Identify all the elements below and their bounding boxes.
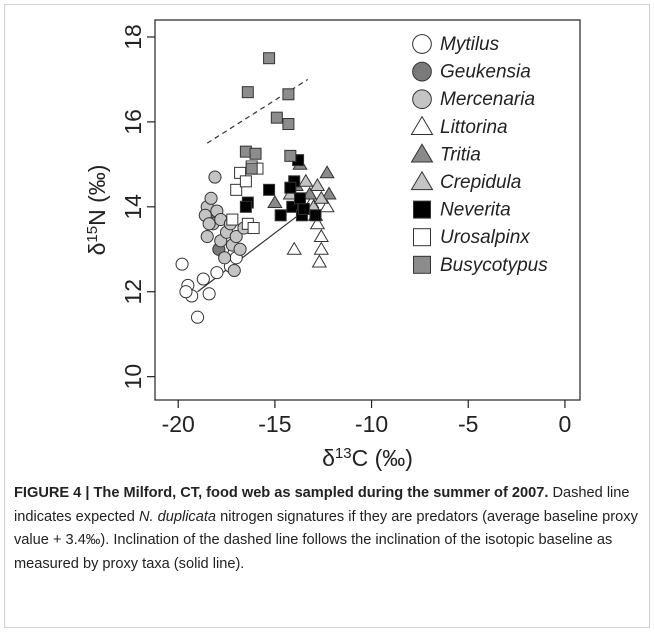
point	[202, 287, 216, 301]
y-axis-label-part: δ	[84, 243, 110, 256]
point	[313, 190, 329, 204]
point	[309, 178, 326, 192]
x-tick-label: -15	[258, 411, 291, 437]
legend-marker	[412, 61, 432, 82]
legend-marker	[412, 89, 432, 110]
point	[239, 200, 252, 213]
point	[226, 213, 239, 226]
point	[202, 217, 216, 231]
caption: FIGURE 4 | The Milford, CT, food web as …	[14, 482, 642, 576]
caption-normal: Dashed line indicates expected	[14, 485, 630, 525]
point	[267, 194, 283, 209]
legend-marker	[413, 228, 431, 247]
legend-marker	[413, 200, 431, 219]
point	[313, 228, 329, 242]
point	[294, 192, 307, 205]
legend-label: Neverita	[440, 200, 511, 221]
legend-marker	[412, 34, 432, 54]
x-axis-label-part: 13	[335, 445, 352, 462]
legend-label: Littorina	[440, 117, 508, 138]
caption-bold: FIGURE 4 | The Milford, CT, food web as …	[14, 485, 549, 501]
x-tick-label: -10	[355, 411, 388, 437]
y-tick-label: 18	[120, 24, 146, 50]
point	[286, 241, 302, 255]
point	[282, 88, 295, 101]
caption-normal: nitrogen signatures if they are predator…	[14, 508, 638, 572]
point	[298, 173, 314, 187]
legend-label: Mercenaria	[440, 89, 535, 110]
legend-label: Busycotypus	[440, 255, 548, 276]
point	[309, 216, 326, 230]
caption-italic: N. duplicata	[138, 508, 217, 525]
point	[263, 52, 276, 65]
point	[175, 257, 189, 271]
y-axis-label-part: 15	[84, 226, 101, 243]
y-tick-label: 14	[120, 194, 146, 220]
point	[190, 310, 205, 324]
point	[284, 181, 297, 194]
point	[230, 183, 243, 196]
point	[247, 222, 260, 235]
point	[196, 272, 210, 286]
x-tick-label: 0	[559, 411, 572, 437]
y-axis-label-part: N (‰)	[84, 165, 110, 226]
point	[319, 165, 335, 179]
legend-marker	[410, 143, 434, 163]
point	[239, 175, 252, 188]
x-tick-label: -20	[162, 411, 195, 437]
point	[179, 285, 193, 299]
point	[284, 149, 297, 162]
point	[229, 229, 243, 244]
point	[249, 147, 262, 160]
legend-label: Mytilus	[440, 34, 500, 55]
figure-frame	[4, 4, 650, 628]
x-axis-label-part: δ	[322, 445, 335, 471]
point	[297, 202, 310, 215]
legend-marker	[410, 170, 434, 191]
y-tick-label: 16	[120, 109, 146, 135]
point	[233, 242, 247, 256]
point	[263, 183, 276, 196]
plot-frame	[154, 19, 581, 401]
point	[309, 209, 322, 222]
y-tick-label: 10	[120, 364, 146, 390]
point	[218, 251, 232, 265]
point	[210, 266, 224, 280]
legend-marker	[410, 115, 434, 135]
point	[208, 170, 222, 184]
point	[270, 111, 283, 124]
x-axis-label: δ13C (‰)	[322, 445, 413, 472]
point	[321, 186, 337, 200]
x-axis-label-part: C (‰)	[352, 445, 413, 471]
point	[301, 186, 318, 200]
point	[245, 162, 258, 175]
point	[241, 86, 254, 99]
legend-label: Urosalpinx	[440, 227, 531, 248]
y-tick-label: 12	[120, 279, 146, 305]
point	[282, 118, 295, 131]
point	[200, 229, 214, 244]
point	[274, 209, 287, 222]
legend-label: Tritia	[440, 144, 481, 165]
point	[319, 199, 335, 213]
legend-marker	[413, 255, 431, 274]
point	[204, 191, 218, 205]
legend-label: Geukensia	[440, 62, 531, 83]
point	[286, 200, 299, 213]
legend-label: Crepidula	[440, 172, 521, 193]
y-axis-label: δ15N (‰)	[84, 165, 111, 256]
point	[311, 254, 328, 268]
point	[313, 241, 329, 255]
point	[227, 263, 241, 278]
x-tick-label: -5	[458, 411, 478, 437]
